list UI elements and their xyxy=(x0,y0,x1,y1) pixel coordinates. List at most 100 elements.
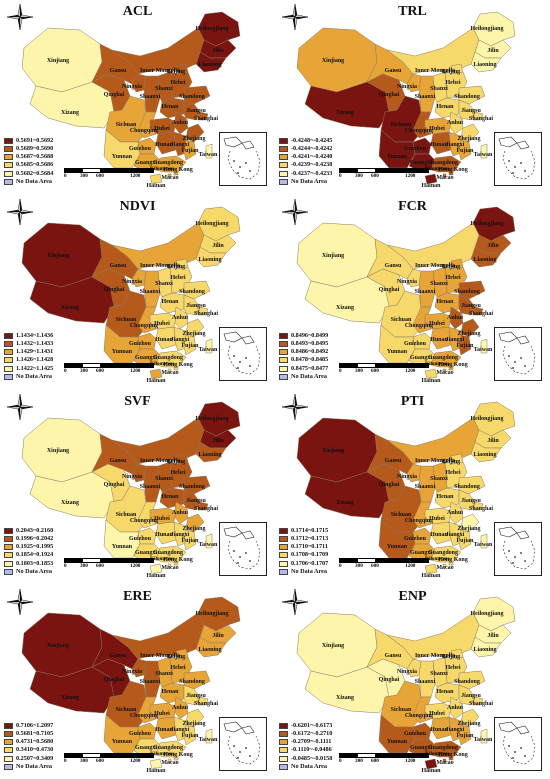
legend-entry-no-data: No Data Area xyxy=(279,178,332,186)
legend-entry: 0.5691~0.5692 xyxy=(4,137,53,145)
map-legend: -0.4248~-0.4245 -0.4244~-0.4242 -0.4241~-0… xyxy=(279,137,332,186)
province-label-beijing: Beijing xyxy=(167,69,185,75)
province-label-shandong: Shandong xyxy=(454,484,480,490)
province-chongqing xyxy=(137,696,157,724)
scale-tick-label: 600 xyxy=(371,563,379,569)
legend-swatch xyxy=(279,373,288,380)
province-fujian xyxy=(183,139,197,161)
scale-tick-label: 600 xyxy=(371,173,379,179)
province-label-hainan: Hainan xyxy=(421,573,441,579)
province-shanghai xyxy=(472,501,484,511)
province-label-shanxi: Shanxi xyxy=(430,671,448,677)
province-label-inner-mongolia: Inner Mongolia xyxy=(415,653,455,659)
legend-label: 0.8486~0.8492 xyxy=(291,348,329,356)
province-yunnan xyxy=(378,129,416,169)
province-label-shandong: Shandong xyxy=(179,94,205,100)
province-label-shaanxi: Shaanxi xyxy=(140,679,161,685)
province-shandong xyxy=(458,280,486,300)
legend-swatch xyxy=(279,365,288,372)
legend-entry: -0.2709~-0.1111 xyxy=(279,738,332,746)
province-label-shanxi: Shanxi xyxy=(430,476,448,482)
scale-segment xyxy=(375,754,393,757)
province-label-xizang: Xizang xyxy=(61,305,79,311)
legend-swatch xyxy=(279,357,288,364)
province-label-yunnan: Yunnan xyxy=(112,739,133,745)
province-label-jiangsu: Jiangsu xyxy=(461,693,481,699)
legend-swatch xyxy=(279,722,288,729)
province-label-inner-mongolia: Inner Mongolia xyxy=(140,263,180,269)
legend-entry: 0.5685~0.5686 xyxy=(4,161,53,169)
legend-label: 0.1710~0.1711 xyxy=(291,543,328,551)
map-legend: 0.8496~0.8499 0.8493~0.8495 0.8486~0.8492 0… xyxy=(279,332,328,381)
province-xizang xyxy=(304,276,390,324)
province-label-inner-mongolia: Inner Mongolia xyxy=(415,263,455,269)
province-label-hunan: Hunan xyxy=(155,142,173,148)
legend-swatch xyxy=(279,739,288,746)
province-hunan xyxy=(430,716,452,740)
province-jiangsu xyxy=(183,684,201,706)
north-arrow-icon xyxy=(6,588,34,616)
province-label-qinghai: Qinghai xyxy=(379,287,400,293)
legend-label: 0.8478~0.8485 xyxy=(291,356,329,364)
legend-swatch xyxy=(4,568,13,575)
province-yunnan xyxy=(378,324,416,364)
province-shandong xyxy=(183,85,211,105)
province-jiangsu xyxy=(458,99,476,121)
province-xizang xyxy=(304,471,390,519)
legend-entry: 0.5687~0.5688 xyxy=(4,153,53,161)
province-hong-kong xyxy=(448,171,454,176)
legend-label: No Data Area xyxy=(291,567,327,575)
province-label-yunnan: Yunnan xyxy=(112,544,133,550)
legend-label: 0.5681~0.7105 xyxy=(16,729,54,737)
legend-label: 0.5685~0.5686 xyxy=(16,161,54,169)
province-label-shandong: Shandong xyxy=(179,289,205,295)
province-label-jiangsu: Jiangsu xyxy=(186,108,206,114)
legend-entry-no-data: No Data Area xyxy=(279,763,332,771)
south-china-sea-inset xyxy=(219,522,267,576)
province-label-heilongjiang: Heilongjiang xyxy=(195,221,228,227)
province-label-jilin: Jilin xyxy=(487,48,499,54)
province-label-sichuan: Sichuan xyxy=(116,122,137,128)
scale-segment xyxy=(340,559,358,562)
province-label-guizhou: Guizhou xyxy=(129,536,152,542)
province-label-macao: Macao xyxy=(161,370,178,376)
province-label-fujian: Fujian xyxy=(181,343,199,349)
province-label-shanxi: Shanxi xyxy=(430,281,448,287)
province-zhejiang xyxy=(460,318,480,338)
scale-bar: 0 300 600 1200 Kilometers xyxy=(64,166,175,180)
legend-label: 1.1422~1.1425 xyxy=(16,364,54,372)
legend-swatch xyxy=(279,527,288,534)
map-panel-pti: Heilongjiang Jilin Liaoning Xinjiang Gansu In… xyxy=(275,390,550,584)
map-title: FCR xyxy=(398,199,427,214)
province-label-jilin: Jilin xyxy=(212,633,224,639)
province-label-guizhou: Guizhou xyxy=(404,536,427,542)
province-label-inner-mongolia: Inner Mongolia xyxy=(140,653,180,659)
scale-segment xyxy=(82,364,101,367)
province-label-hainan: Hainan xyxy=(146,378,166,384)
legend-swatch xyxy=(4,536,13,543)
scale-tick-label: 1200 xyxy=(405,173,416,179)
map-panel-acl: Heilongjiang Jilin Liaoning Xinjiang Gansu In… xyxy=(0,0,275,194)
scale-tick-label: 0 xyxy=(64,368,67,374)
province-label-guangdong: Guangdong xyxy=(153,160,183,166)
province-label-jiangxi: Jiangxi xyxy=(446,532,465,538)
legend-entry: 0.1996~0.2042 xyxy=(4,535,53,543)
province-label-macao: Macao xyxy=(436,175,453,181)
province-label-xizang: Xizang xyxy=(61,110,79,116)
legend-swatch xyxy=(4,373,13,380)
legend-label: 1.1429~1.1431 xyxy=(16,348,54,356)
province-hainan xyxy=(149,173,163,185)
legend-entry: -0.6172~-0.2710 xyxy=(279,730,332,738)
legend-swatch xyxy=(279,544,288,551)
scale-tick-label: 600 xyxy=(96,173,104,179)
legend-entry: 0.8475~0.8477 xyxy=(279,365,328,373)
legend-label: 0.8493~0.8495 xyxy=(291,339,329,347)
legend-label: 0.1996~0.2042 xyxy=(16,534,54,542)
scale-tick-label: 300 xyxy=(80,758,88,764)
province-taiwan xyxy=(480,728,488,744)
province-label-taiwan: Taiwan xyxy=(474,347,493,353)
south-china-sea-inset xyxy=(219,132,267,186)
province-label-liaoning: Liaoning xyxy=(198,647,221,653)
province-label-shandong: Shandong xyxy=(179,679,205,685)
province-hainan xyxy=(424,563,438,575)
